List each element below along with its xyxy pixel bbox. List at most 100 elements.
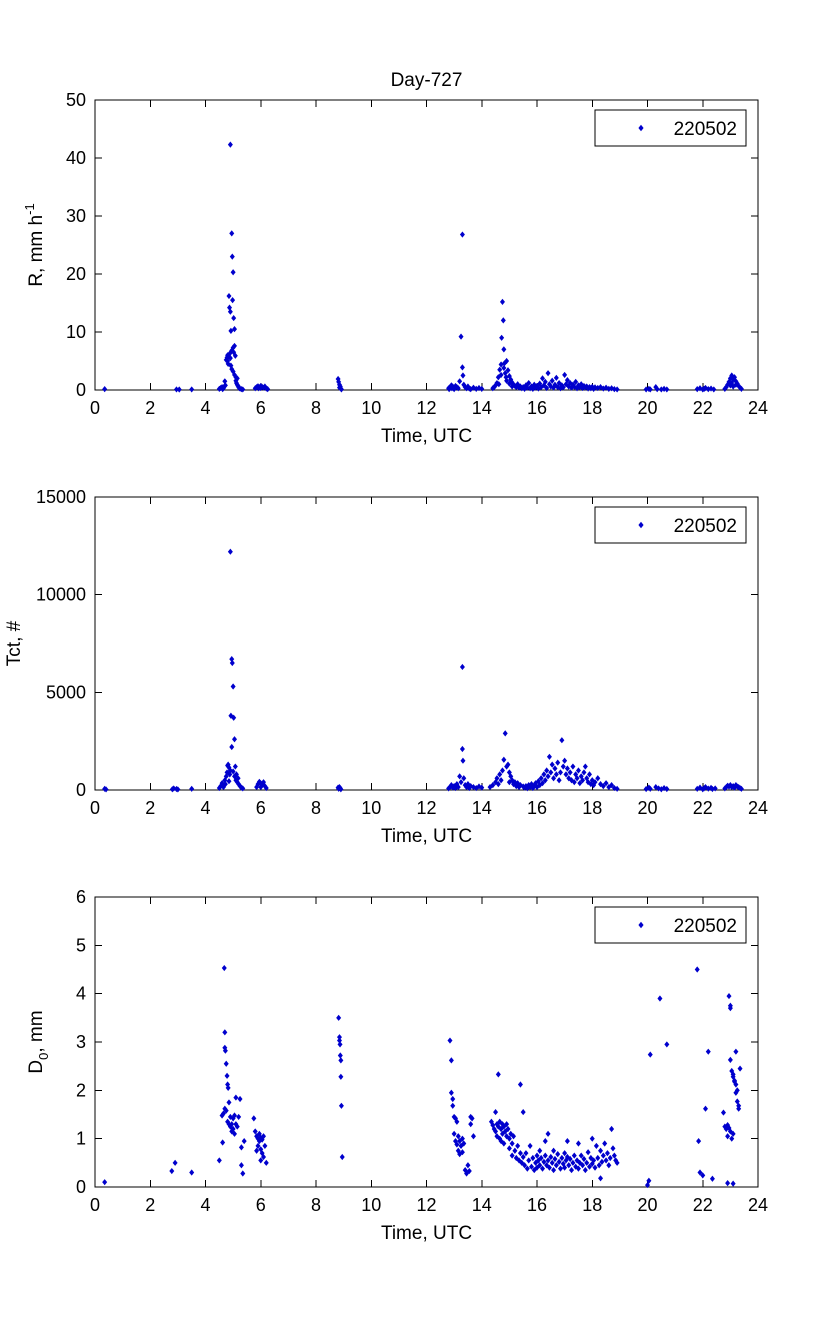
data-point-marker [727, 1056, 733, 1063]
data-point-marker [336, 1034, 342, 1041]
legend-label: 220502 [674, 516, 737, 537]
data-point-marker [589, 777, 595, 784]
y-tick-label: 15000 [36, 487, 86, 507]
legend-box [594, 906, 747, 944]
data-point-marker [571, 779, 577, 786]
data-point-marker [498, 1137, 504, 1145]
data-point-marker [517, 782, 523, 789]
data-point-marker [541, 771, 547, 778]
data-point-marker [603, 780, 609, 787]
data-point-marker [569, 777, 575, 784]
data-point-marker [224, 1072, 230, 1079]
data-point-marker [504, 1121, 510, 1128]
data-point-marker [703, 1105, 709, 1112]
data-point-marker [549, 1159, 555, 1166]
data-point-marker [557, 385, 563, 392]
data-point-marker [733, 378, 739, 385]
x-tick-label: 4 [200, 1195, 210, 1215]
data-point-marker [338, 1102, 344, 1109]
data-point-marker [169, 1167, 175, 1175]
data-point-marker [577, 384, 583, 391]
data-point-marker [460, 372, 466, 379]
data-point-marker [237, 1095, 243, 1103]
data-point-marker [584, 775, 590, 782]
data-point-marker [564, 377, 570, 384]
y-axis-label: Tct, # [4, 620, 25, 666]
data-point-marker [524, 1165, 530, 1172]
data-point-marker [238, 1162, 244, 1169]
data-point-marker [262, 383, 268, 390]
data-point-marker [705, 1048, 711, 1055]
data-point-marker [570, 763, 576, 770]
y-tick-label: 30 [66, 206, 86, 226]
data-point-marker [540, 780, 546, 787]
y-tick-label: 40 [66, 148, 86, 168]
data-point-marker [567, 1155, 573, 1163]
x-axis-label: Time, UTC [381, 426, 472, 447]
data-point-marker [261, 1153, 267, 1161]
data-point-marker [103, 786, 109, 793]
data-point-marker [592, 779, 598, 786]
data-point-marker [509, 379, 515, 386]
data-point-marker [548, 769, 554, 776]
data-point-marker [506, 779, 512, 786]
data-point-marker [553, 374, 559, 381]
x-tick-label: 12 [416, 398, 436, 418]
data-point-marker [501, 364, 507, 372]
data-point-marker [557, 769, 563, 776]
data-point-marker [453, 1137, 459, 1145]
data-point-marker [709, 785, 715, 793]
data-point-marker [577, 1159, 583, 1166]
data-point-marker [737, 1065, 743, 1072]
data-point-marker [658, 786, 664, 793]
data-point-marker [222, 1047, 228, 1054]
data-point-marker [531, 381, 537, 388]
data-point-marker [559, 737, 565, 744]
data-point-marker [538, 384, 544, 391]
data-point-marker [222, 1105, 228, 1112]
data-point-marker [546, 753, 552, 760]
legend-label: 220502 [674, 916, 737, 937]
x-tick-label: 4 [200, 398, 210, 418]
x-tick-label: 12 [416, 1195, 436, 1215]
y-tick-label: 20 [66, 264, 86, 284]
data-point-marker [575, 1165, 581, 1172]
data-point-marker [522, 385, 528, 392]
y-tick-label: 0 [76, 780, 86, 800]
data-point-marker [523, 1150, 529, 1157]
x-tick-label: 2 [145, 398, 155, 418]
data-point-marker [229, 230, 235, 237]
x-tick-label: 0 [90, 398, 100, 418]
data-point-marker [226, 1099, 232, 1106]
data-point-marker [571, 1152, 577, 1159]
y-tick-label: 4 [76, 984, 86, 1004]
data-point-marker [265, 386, 271, 393]
data-point-marker [487, 783, 493, 791]
data-point-marker [581, 1155, 587, 1163]
data-point-marker [227, 350, 233, 357]
x-tick-label: 20 [637, 798, 657, 818]
data-point-marker [575, 1140, 581, 1147]
data-point-marker [574, 385, 580, 392]
x-tick-label: 24 [748, 798, 768, 818]
data-point-marker [606, 1162, 612, 1169]
data-point-marker [580, 384, 586, 392]
data-point-marker [458, 333, 464, 340]
data-point-marker [228, 327, 234, 334]
data-point-marker [337, 1052, 343, 1059]
data-point-marker [258, 1146, 264, 1153]
data-point-marker [585, 1149, 591, 1156]
data-point-marker [223, 1060, 229, 1067]
data-point-marker [230, 297, 236, 304]
y-tick-label: 0 [76, 380, 86, 400]
data-point-marker [470, 783, 476, 791]
data-point-marker [653, 783, 659, 791]
data-point-marker [606, 783, 612, 791]
x-tick-label: 22 [693, 798, 713, 818]
data-point-marker [542, 378, 548, 385]
data-point-marker [535, 1157, 541, 1164]
data-point-marker [499, 334, 505, 341]
data-point-marker [225, 761, 231, 768]
data-point-marker [573, 771, 579, 778]
data-point-marker [229, 1121, 235, 1128]
